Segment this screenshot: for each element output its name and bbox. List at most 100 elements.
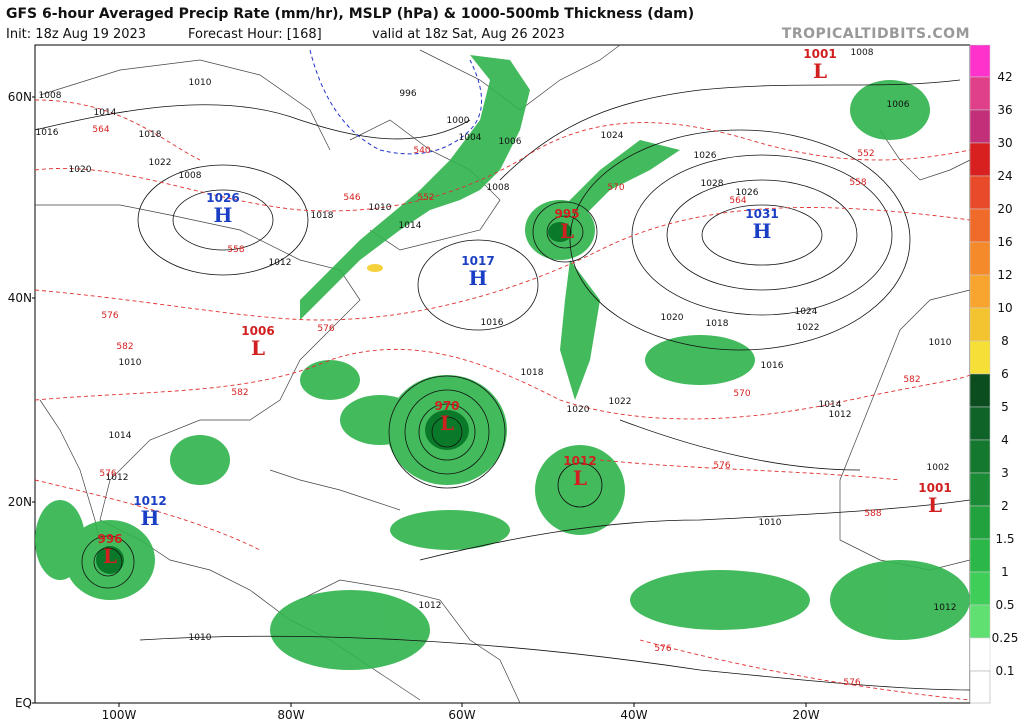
isobar-label: 1018 [311,211,334,221]
colorbar-swatch [969,670,991,704]
isobar-label: 1012 [419,601,442,611]
isobar-label: 1022 [609,397,632,407]
isobar-label: 1006 [499,137,522,147]
isobar-label: 1012 [934,603,957,613]
colorbar-label: 5 [1001,400,1009,414]
longitude-label: 40W [620,708,647,722]
latitude-label: EQ [15,696,32,710]
isobar-label: 1014 [819,400,842,410]
thickness-label: 558 [849,178,866,188]
isobar-label: 1012 [269,258,292,268]
longitude-label: 20W [792,708,819,722]
thickness-label: 576 [843,678,860,688]
isobar-label: 1008 [39,91,62,101]
thickness-label: 546 [343,193,360,203]
pressure-center-symbol: H [141,506,160,530]
latitude-label: 60N [8,90,32,104]
thickness-label: 588 [864,509,881,519]
isobar-label: 1010 [759,518,782,528]
isobar-label: 1018 [706,319,729,329]
isobar-label: 1008 [487,183,510,193]
isobar-label: 1024 [601,131,624,141]
init-time: Init: 18z Aug 19 2023 [6,27,146,42]
colorbar-swatch [969,274,991,309]
colorbar-swatch [969,373,991,408]
longitude-label: 60W [448,708,475,722]
isobar-label: 1004 [459,133,482,143]
colorbar-label: 20 [997,202,1012,216]
pressure-center-value: 1001 [803,47,836,61]
isobar-label: 1022 [149,158,172,168]
precip-cores [96,222,572,574]
isobar-label: 1000 [447,116,470,126]
isobar-label: 1028 [701,179,724,189]
thickness-label: 582 [116,342,133,352]
isobar-label: 1006 [887,100,910,110]
thickness-label: 576 [654,644,671,654]
colorbar-swatch [969,604,991,639]
forecast-hour: Forecast Hour: [168] [188,27,322,42]
pressure-center-symbol: L [928,493,942,517]
colorbar-label: 4 [1001,433,1009,447]
pressure-center-symbol: L [573,466,587,490]
isobar-label: 996 [399,89,416,99]
colorbar-label: 1.5 [995,532,1014,546]
colorbar-label: 8 [1001,334,1009,348]
thickness-label: 576 [101,311,118,321]
isobar-label: 1002 [927,463,950,473]
latitude-label: 20N [8,495,32,509]
colorbar-label: 0.1 [995,664,1014,678]
isobar-label: 1016 [36,128,59,138]
isobar-label: 1020 [69,165,92,175]
thickness-label: 552 [857,149,874,159]
colorbar-swatch [969,637,991,672]
pressure-center-symbol: L [440,411,454,435]
isobar-label: 1026 [694,151,717,161]
pressure-center-value: 1012 [563,454,596,468]
colorbar-swatch [969,340,991,375]
source: TROPICALTIDBITS.COM [782,26,970,42]
isobars [34,79,971,691]
pressure-center-symbol: H [469,266,488,290]
pressure-center-symbol: H [214,203,233,227]
colorbar-swatch [969,307,991,342]
colorbar-label: 36 [997,103,1012,117]
isobar-label: 1020 [567,405,590,415]
axis-labels: 60N 40N 20N EQ 100W 80W 60W 40W 20W [8,90,820,722]
isobar-label: 1018 [521,368,544,378]
pressure-center-value: 1001 [918,481,951,495]
colorbar-swatch [969,44,991,78]
thickness-label: 552 [417,193,434,203]
pressure-center-value: 995 [554,207,579,221]
colorbar-swatch [969,571,991,606]
thickness-540 [309,49,483,155]
isobar-label: 1010 [189,633,212,643]
colorbar-swatch [969,109,991,144]
pressure-center-value: 1012 [133,494,166,508]
thickness-label: 576 [317,324,334,334]
thickness-lines [34,99,971,701]
isobar-label: 1024 [795,307,818,317]
valid-time: valid at 18z Sat, Aug 26 2023 [372,27,565,42]
pressure-center-value: 996 [97,532,122,546]
isobar-label: 1010 [929,338,952,348]
colorbar-swatch [969,241,991,276]
isobar-label: 1026 [736,188,759,198]
thickness-label: 558 [227,245,244,255]
colorbar-label: 0.5 [995,598,1014,612]
colorbar-label: 16 [997,235,1012,249]
longitude-label: 80W [277,708,304,722]
isobar-label: 1012 [829,410,852,420]
pressure-center-value: 970 [434,399,459,413]
isobar-label: 1010 [119,358,142,368]
colorbar-swatch [969,439,991,474]
colorbar-label: 24 [997,169,1012,183]
colorbar-label: 0.25 [992,631,1019,645]
pressure-center-symbol: L [251,336,265,360]
thickness-label: 582 [903,375,920,385]
thickness-label: 564 [729,196,746,206]
pressure-center-value: 1017 [461,254,494,268]
pressure-center-symbol: L [813,59,827,83]
